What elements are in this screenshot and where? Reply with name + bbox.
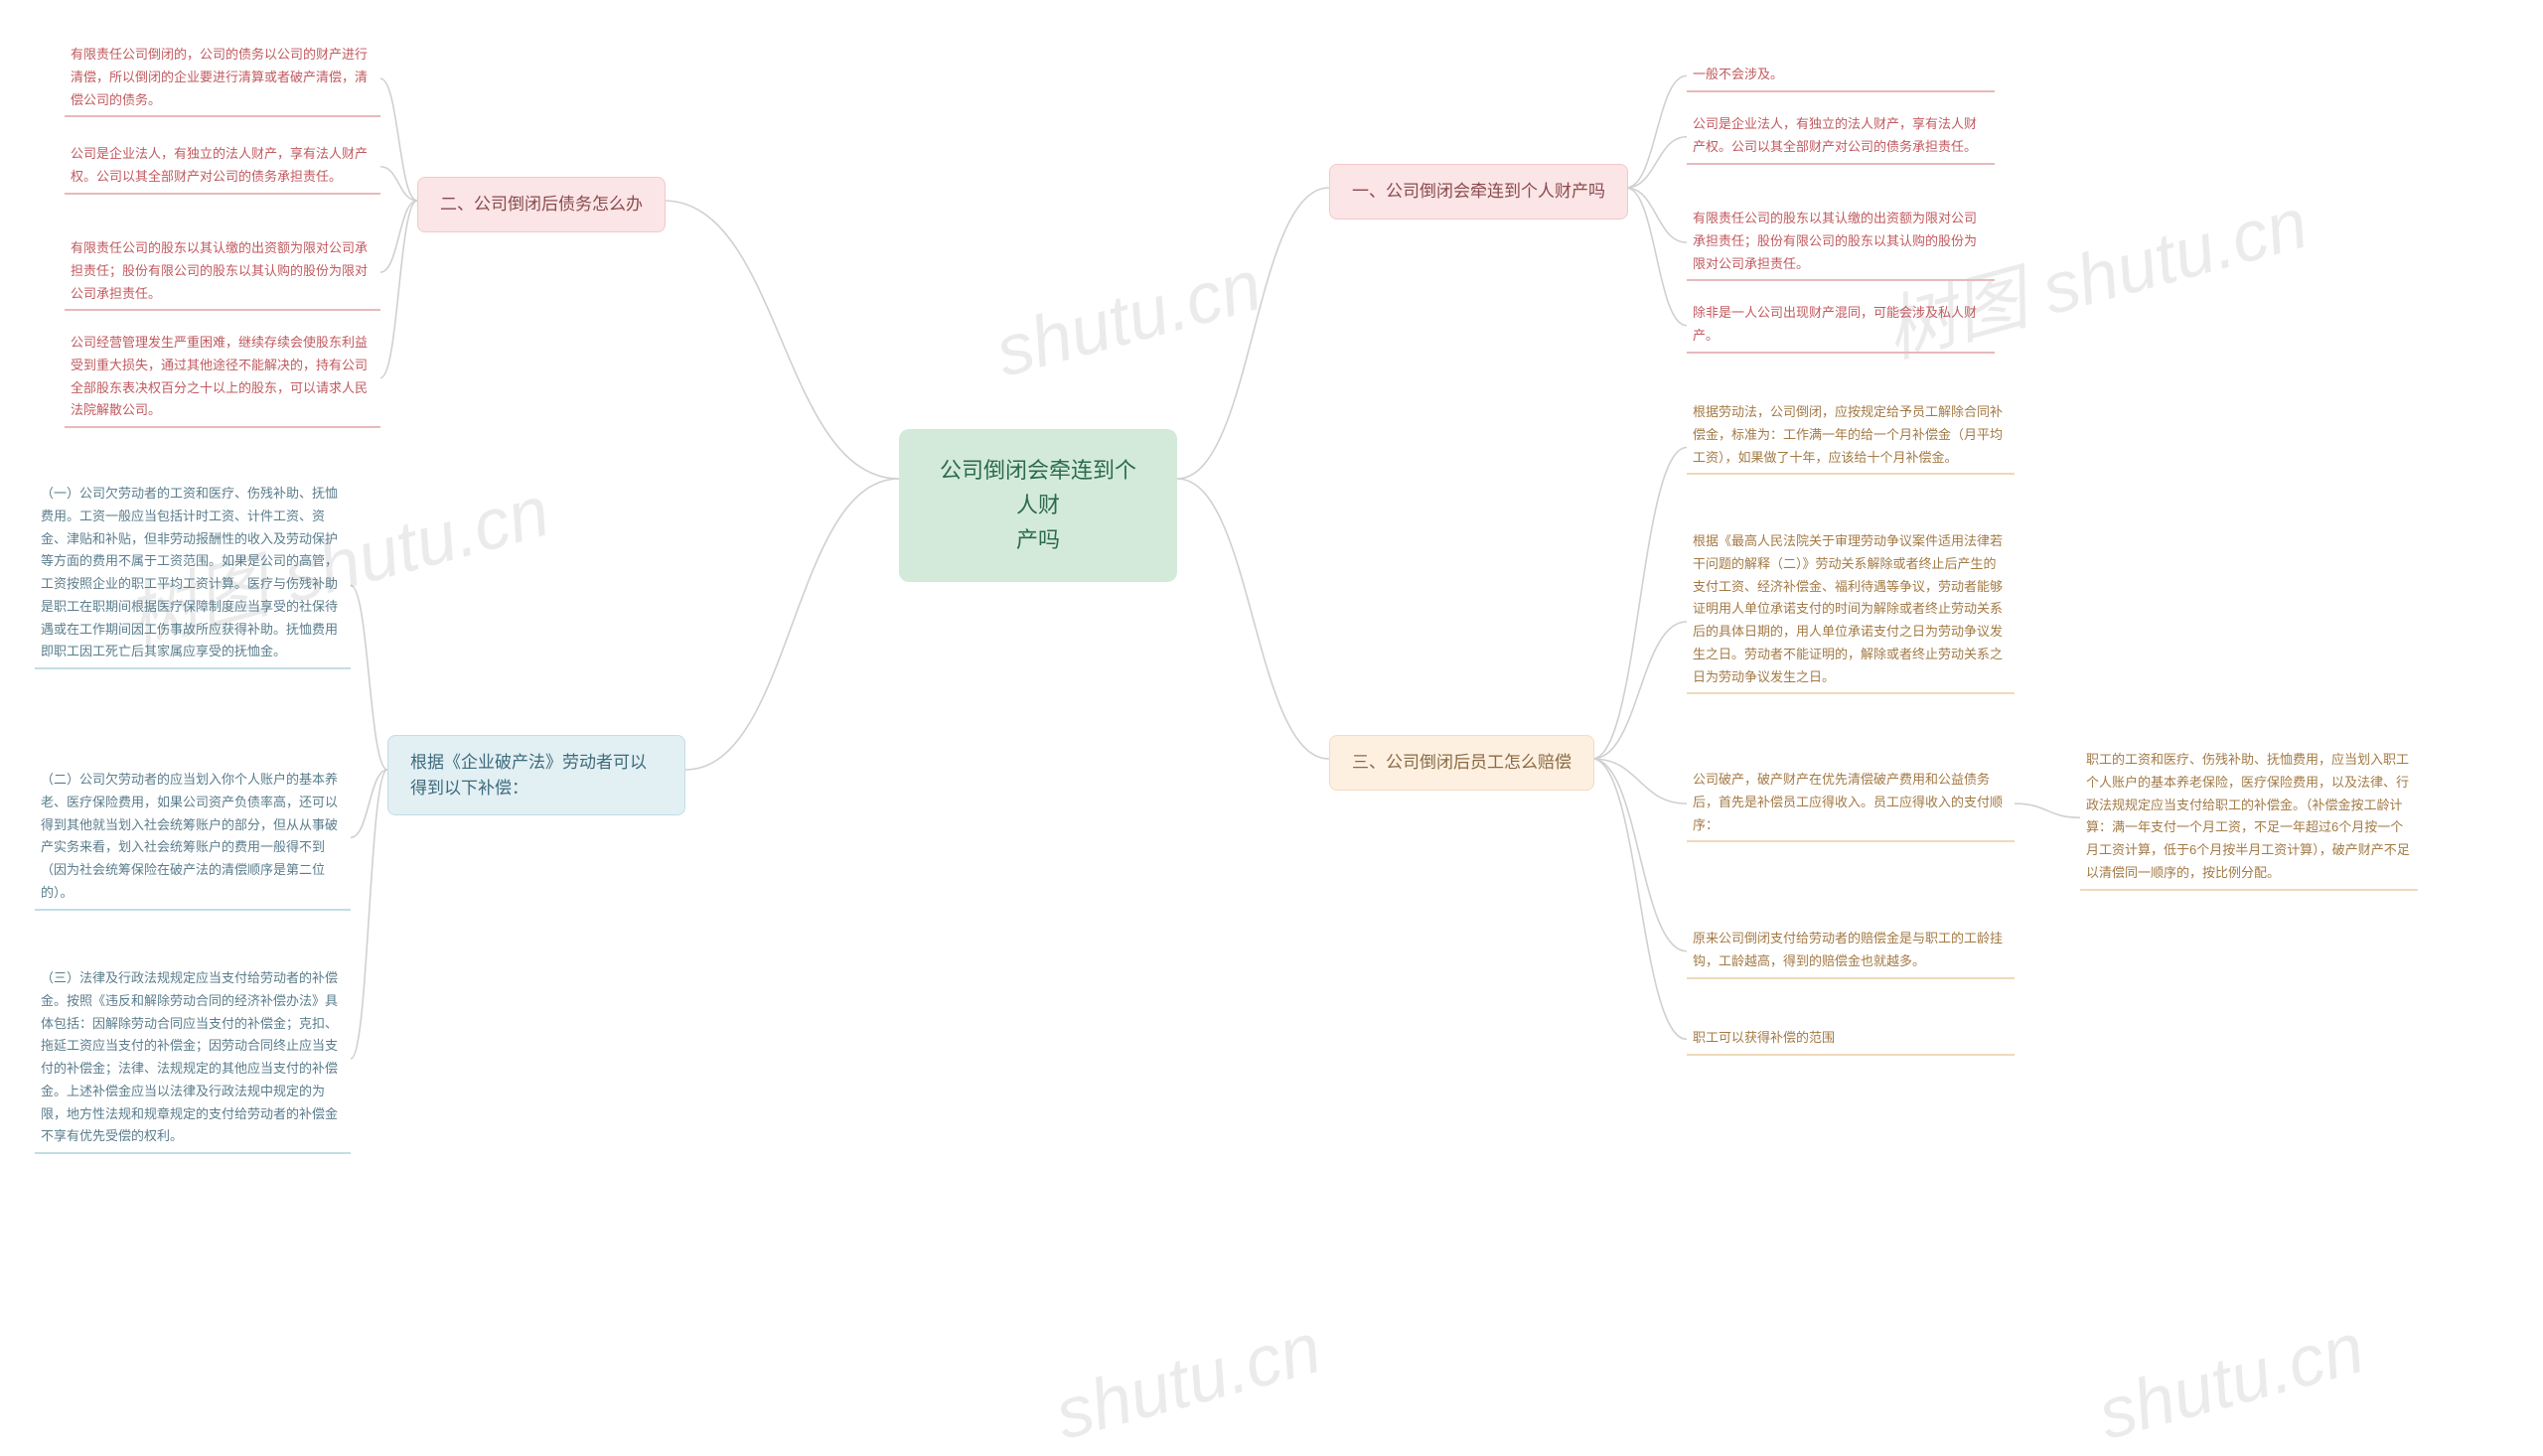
leaf-node[interactable]: 原来公司倒闭支付给劳动者的赔偿金是与职工的工龄挂钩，工龄越高，得到的赔偿金也就越… [1687, 924, 2015, 979]
branch-node[interactable]: 根据《企业破产法》劳动者可以得到以下补偿： [387, 735, 685, 815]
watermark: shutu.cn [987, 244, 1270, 393]
leaf-node[interactable]: 一般不会涉及。 [1687, 60, 1995, 92]
leaf-node[interactable]: 公司是企业法人，有独立的法人财产，享有法人财产权。公司以其全部财产对公司的债务承… [65, 139, 380, 195]
leaf-node[interactable]: （二）公司欠劳动者的应当划入你个人账户的基本养老、医疗保险费用，如果公司资产负债… [35, 765, 351, 911]
leaf-node[interactable]: 公司经营管理发生严重困难，继续存续会使股东利益受到重大损失，通过其他途径不能解决… [65, 328, 380, 428]
leaf-node[interactable]: 公司是企业法人，有独立的法人财产，享有法人财产权。公司以其全部财产对公司的债务承… [1687, 109, 1995, 165]
watermark: shutu.cn [1047, 1307, 1329, 1456]
leaf-node-sub[interactable]: 职工的工资和医疗、伤残补助、抚恤费用，应当划入职工个人账户的基本养老保险，医疗保… [2080, 745, 2418, 891]
leaf-node[interactable]: 根据《最高人民法院关于审理劳动争议案件适用法律若干问题的解释（二）》劳动关系解除… [1687, 526, 2015, 694]
branch-node[interactable]: 三、公司倒闭后员工怎么赔偿 [1329, 735, 1594, 791]
center-topic[interactable]: 公司倒闭会牵连到个人财 产吗 [899, 429, 1177, 582]
leaf-node[interactable]: 除非是一人公司出现财产混同，可能会涉及私人财产。 [1687, 298, 1995, 354]
branch-node[interactable]: 二、公司倒闭后债务怎么办 [417, 177, 666, 232]
leaf-node[interactable]: 有限责任公司的股东以其认缴的出资额为限对公司承担责任；股份有限公司的股东以其认购… [1687, 204, 1995, 281]
watermark: shutu.cn [2090, 1307, 2372, 1456]
leaf-node[interactable]: （三）法律及行政法规规定应当支付给劳动者的补偿金。按照《违反和解除劳动合同的经济… [35, 963, 351, 1154]
leaf-node[interactable]: （一）公司欠劳动者的工资和医疗、伤残补助、抚恤费用。工资一般应当包括计时工资、计… [35, 479, 351, 669]
leaf-node[interactable]: 有限责任公司的股东以其认缴的出资额为限对公司承担责任；股份有限公司的股东以其认购… [65, 233, 380, 311]
leaf-node[interactable]: 根据劳动法，公司倒闭，应按规定给予员工解除合同补偿金，标准为：工作满一年的给一个… [1687, 397, 2015, 475]
leaf-node[interactable]: 职工可以获得补偿的范围 [1687, 1023, 2015, 1056]
branch-node[interactable]: 一、公司倒闭会牵连到个人财产吗 [1329, 164, 1628, 219]
connector-lines [0, 0, 2543, 1397]
leaf-node[interactable]: 有限责任公司倒闭的，公司的债务以公司的财产进行清偿，所以倒闭的企业要进行清算或者… [65, 40, 380, 117]
leaf-node[interactable]: 公司破产，破产财产在优先清偿破产费用和公益债务后，首先是补偿员工应得收入。员工应… [1687, 765, 2015, 842]
